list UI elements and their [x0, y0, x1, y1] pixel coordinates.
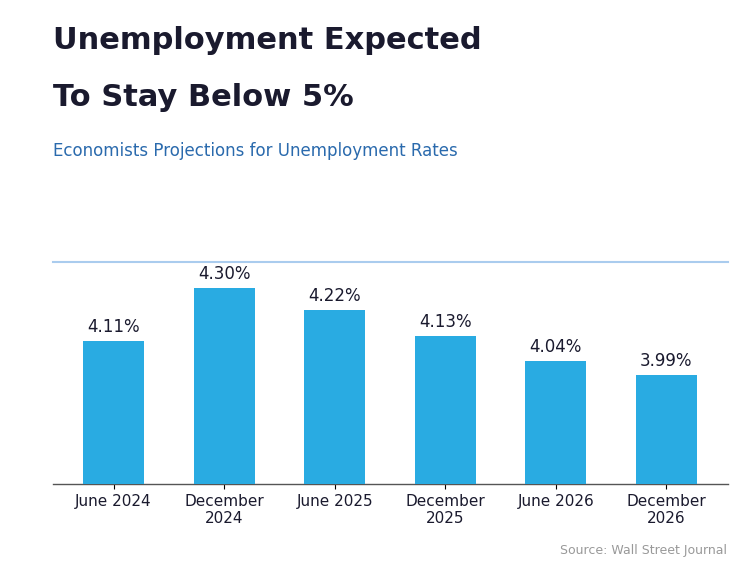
Text: Source: Wall Street Journal: Source: Wall Street Journal [560, 544, 728, 557]
Bar [636, 375, 697, 563]
Bar [526, 361, 586, 563]
Bar [83, 341, 144, 563]
Bar [304, 310, 365, 563]
Bar [194, 288, 254, 563]
Text: Unemployment Expected: Unemployment Expected [53, 25, 482, 55]
Bar [415, 336, 476, 563]
Text: Economists Projections for Unemployment Rates: Economists Projections for Unemployment … [53, 141, 458, 159]
Text: 4.22%: 4.22% [308, 287, 361, 305]
Text: 3.99%: 3.99% [640, 352, 693, 370]
Text: 4.04%: 4.04% [530, 338, 582, 356]
Text: 4.11%: 4.11% [87, 318, 140, 336]
Text: 4.13%: 4.13% [419, 312, 472, 330]
Text: 4.30%: 4.30% [198, 265, 250, 283]
Text: To Stay Below 5%: To Stay Below 5% [53, 83, 353, 111]
